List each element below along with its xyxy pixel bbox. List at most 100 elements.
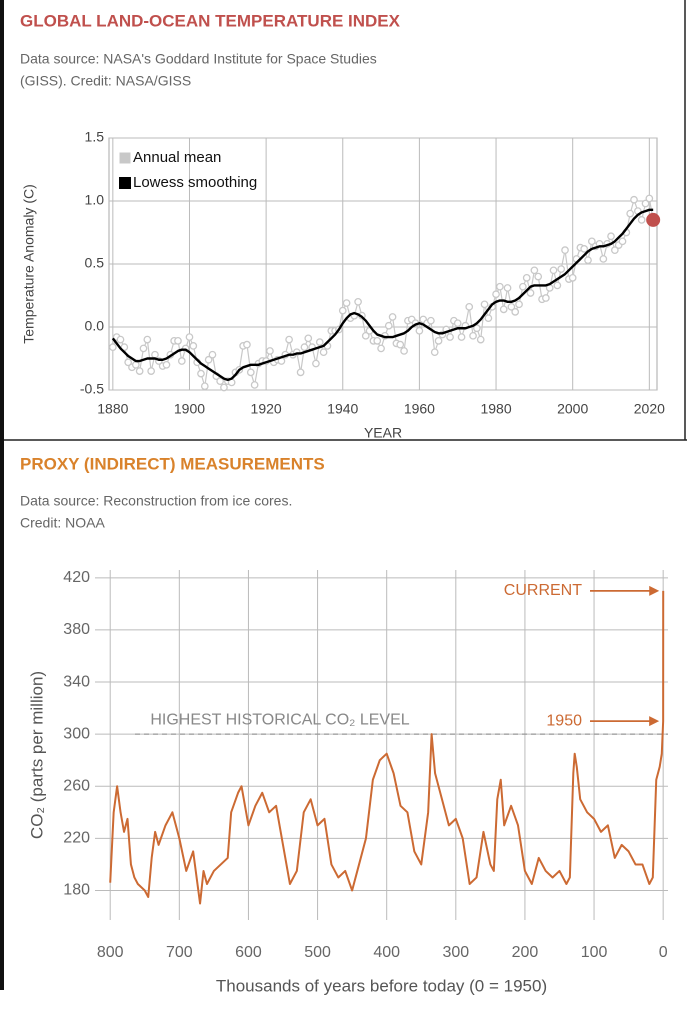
data-point xyxy=(108,343,117,352)
data-point xyxy=(557,265,566,273)
data-point xyxy=(377,344,385,353)
data-point xyxy=(162,360,171,369)
x-tick-label: 700 xyxy=(166,944,193,961)
y-tick-label: 260 xyxy=(63,777,90,794)
y-tick-label: -0.5 xyxy=(80,381,104,397)
x-tick-label: 200 xyxy=(512,944,539,961)
y-tick-label: 0.5 xyxy=(85,255,105,271)
y-tick-label: 0.0 xyxy=(85,318,105,334)
data-point xyxy=(610,246,619,254)
x-tick-label: 100 xyxy=(581,944,608,961)
data-point xyxy=(588,237,596,246)
x-axis-label: Thousands of years before today (0 = 195… xyxy=(216,976,547,995)
chart-title: PROXY (INDIRECT) MEASUREMENTS xyxy=(20,454,325,473)
data-point xyxy=(361,331,370,340)
data-point xyxy=(243,340,251,349)
data-point xyxy=(519,282,527,291)
data-point xyxy=(197,369,205,378)
data-point xyxy=(492,290,500,299)
data-point xyxy=(400,347,408,355)
data-point xyxy=(208,350,217,359)
data-point xyxy=(396,340,405,349)
data-point xyxy=(415,326,424,335)
data-point xyxy=(185,333,194,341)
y-axis-label: Temperature Anomaly (C) xyxy=(21,184,37,344)
data-point xyxy=(177,357,186,365)
data-point xyxy=(476,335,485,344)
data-point xyxy=(645,194,654,203)
data-line xyxy=(112,197,654,389)
x-tick-label: 1940 xyxy=(327,401,358,417)
data-point xyxy=(430,348,439,357)
data-point xyxy=(285,335,293,344)
data-point xyxy=(530,266,539,275)
data-point xyxy=(220,383,228,392)
x-tick-label: 600 xyxy=(235,944,262,961)
chart-subtitle: (GISS). Credit: NASA/GISS xyxy=(20,73,191,89)
annotation: HIGHEST HISTORICAL CO₂ LEVEL xyxy=(150,711,409,728)
data-point xyxy=(534,272,543,281)
y-tick-label: 180 xyxy=(63,882,90,899)
y-tick-label: 340 xyxy=(63,673,90,690)
data-point xyxy=(626,209,635,218)
data-line xyxy=(109,590,665,905)
data-point xyxy=(641,199,650,208)
data-point xyxy=(473,324,481,333)
data-point xyxy=(446,333,454,341)
chart-subtitle: Credit: NOAA xyxy=(20,515,105,531)
data-point xyxy=(427,316,435,325)
x-tick-label: 1960 xyxy=(404,401,435,417)
data-point xyxy=(637,216,646,224)
data-point xyxy=(434,337,443,345)
data-point xyxy=(484,314,493,323)
x-tick-label: 400 xyxy=(373,944,400,961)
data-point xyxy=(139,344,148,353)
y-tick-label: 220 xyxy=(63,830,90,847)
annotation-arrowhead xyxy=(649,716,660,727)
data-point xyxy=(511,308,520,316)
data-point xyxy=(465,302,474,311)
data-point xyxy=(630,195,638,204)
data-point xyxy=(522,274,531,282)
data-point xyxy=(480,300,489,309)
data-point xyxy=(116,335,125,344)
data-point xyxy=(507,302,516,311)
x-tick-label: 2020 xyxy=(634,401,665,417)
x-tick-label: 1980 xyxy=(480,401,511,417)
data-point xyxy=(384,321,393,330)
chart-subtitle: Data source: NASA's Goddard Institute fo… xyxy=(20,51,377,67)
data-point xyxy=(135,367,144,375)
data-point xyxy=(388,313,397,321)
x-tick-label: 2000 xyxy=(557,401,588,417)
data-point xyxy=(189,342,198,350)
data-point xyxy=(120,343,129,352)
data-point xyxy=(607,232,615,241)
data-point xyxy=(315,338,324,346)
annotation: CURRENT xyxy=(504,582,582,599)
data-point xyxy=(553,281,562,290)
data-point xyxy=(143,335,152,344)
data-point xyxy=(174,337,182,345)
data-point xyxy=(147,367,156,375)
data-point xyxy=(354,297,362,306)
highlight-point xyxy=(646,212,661,227)
legend-swatch xyxy=(119,177,131,189)
data-point xyxy=(499,305,508,314)
data-point xyxy=(549,266,558,275)
x-tick-label: 1880 xyxy=(97,401,128,417)
chart-subtitle: Data source: Reconstruction from ice cor… xyxy=(20,493,292,509)
x-tick-label: 300 xyxy=(442,944,469,961)
data-point xyxy=(584,256,592,265)
legend-label: Lowess smoothing xyxy=(133,174,257,191)
data-point xyxy=(296,368,305,377)
data-point xyxy=(580,245,589,253)
data-point xyxy=(496,282,504,291)
data-point xyxy=(568,274,577,282)
data-point xyxy=(131,360,140,369)
data-point xyxy=(204,355,213,364)
data-point xyxy=(319,348,328,357)
data-point xyxy=(453,319,462,328)
x-tick-label: 1900 xyxy=(174,401,205,417)
x-tick-label: 0 xyxy=(659,944,668,961)
